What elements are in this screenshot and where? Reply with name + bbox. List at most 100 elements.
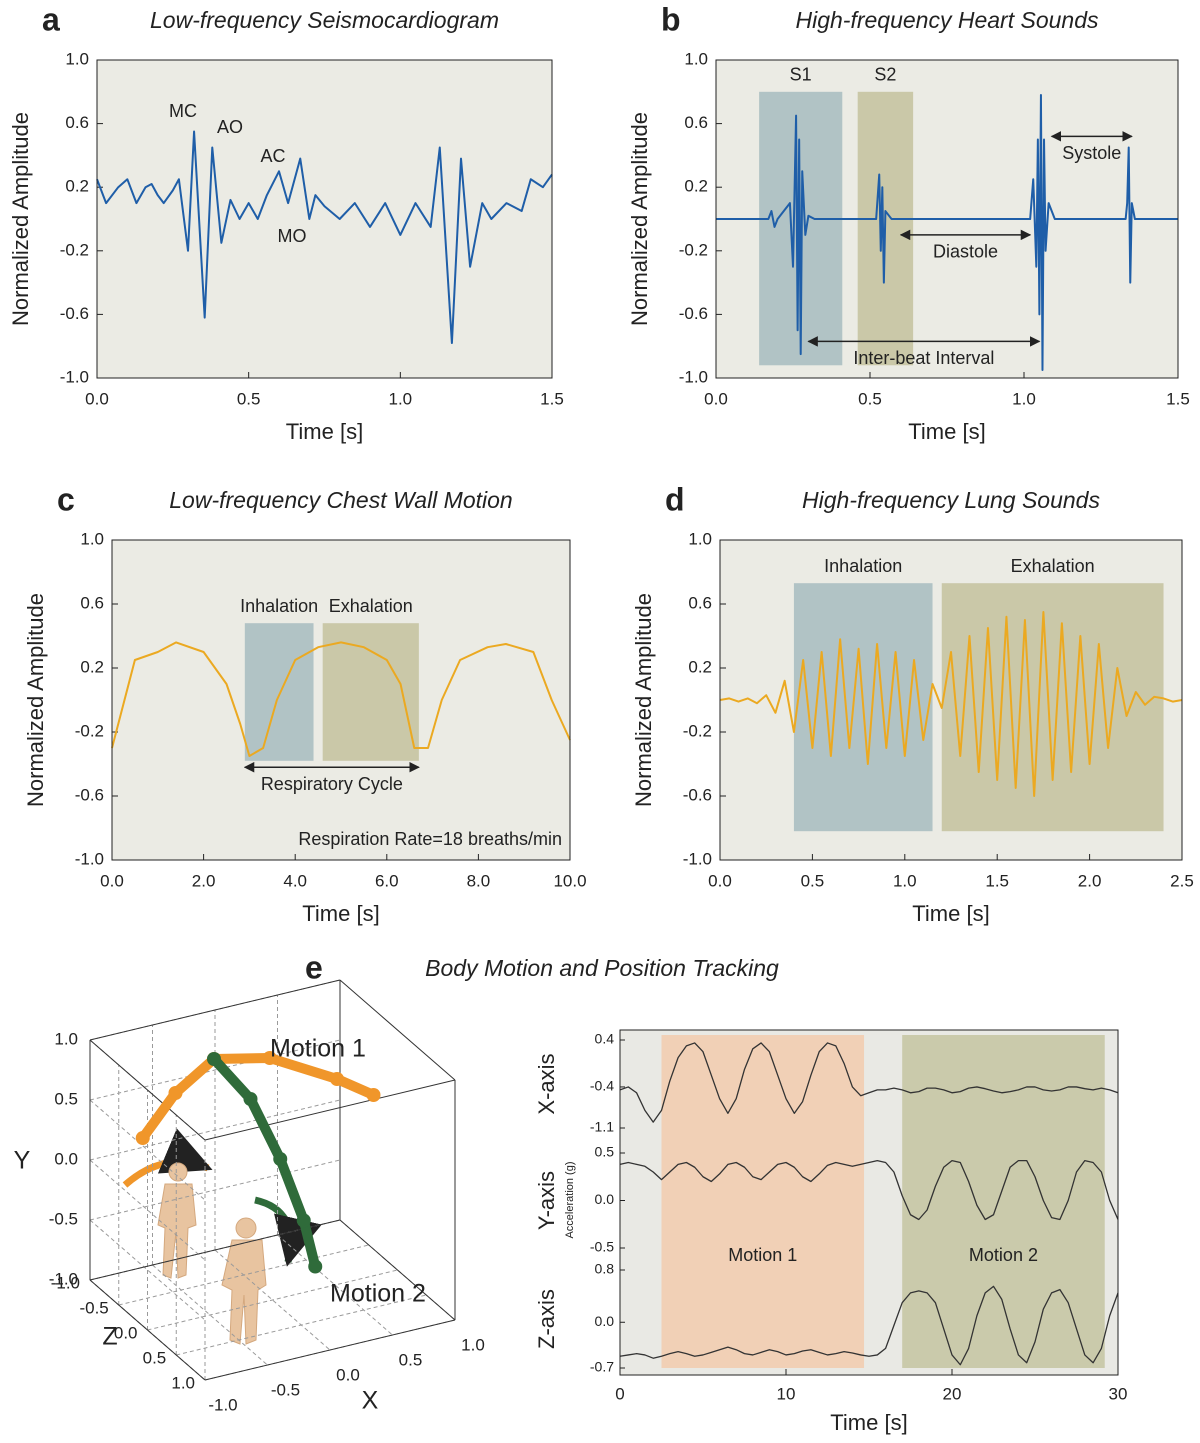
x-tick-label: 1.0 (893, 871, 917, 890)
trajectory-point (296, 1213, 311, 1228)
x-axis-label: Time [s] (302, 901, 379, 926)
signal-line (619, 1042, 1119, 1123)
x-tick-label: 0.5 (801, 871, 825, 890)
y-tick-label: -0.2 (60, 240, 89, 259)
trajectory-point (135, 1131, 150, 1145)
y-axis-label: Normalized Amplitude (627, 112, 652, 326)
grid-line (118, 1244, 369, 1306)
y-tick-label: 0.6 (65, 113, 89, 132)
x-tick-label: 0.0 (336, 1365, 360, 1384)
trajectory-point (366, 1088, 381, 1102)
y-tick-label: -0.7 (590, 1359, 614, 1375)
plot-frame (111, 539, 571, 861)
z-tick-label: 1.0 (171, 1373, 195, 1392)
arrow-label: Diastole (933, 242, 998, 262)
y-tick-label: 0.0 (595, 1191, 615, 1207)
x-tick-label: 6.0 (375, 871, 399, 890)
grid-line (214, 1249, 331, 1351)
x-tick-label: 10.0 (553, 871, 586, 890)
x-tick-label: 0.5 (237, 389, 261, 408)
region-label: Motion 1 (728, 1245, 797, 1265)
region-label: Inhalation (824, 556, 902, 576)
y-tick-label: 0.2 (684, 177, 708, 196)
y-tick-label: 1.0 (688, 529, 712, 548)
x-tick-label: 0.5 (858, 389, 882, 408)
x-tick-label: 1.0 (461, 1335, 485, 1354)
y-tick-label: 0.4 (595, 1031, 615, 1047)
y-tick-label: -1.0 (60, 367, 89, 386)
y-tick-label: 1.0 (54, 1029, 78, 1048)
grid-line (89, 1039, 341, 1101)
x-tick-label: 1.5 (985, 871, 1009, 890)
grid-line (147, 1269, 398, 1331)
y-tick-label: 0.2 (80, 657, 104, 676)
x-tick-label: 8.0 (467, 871, 491, 890)
grid-line (89, 1219, 206, 1321)
chart-title: Low-frequency Seismocardiogram (150, 7, 499, 33)
signal-line (111, 641, 571, 757)
signal-line (619, 1159, 1119, 1221)
y-axis-label: Acceleration (g) (564, 1161, 576, 1238)
signal-line (96, 130, 553, 345)
arrow-label: Systole (1062, 143, 1121, 163)
x-tick-label: -0.5 (271, 1380, 300, 1399)
grid-line (152, 1264, 268, 1366)
y-tick-label: 0.6 (688, 593, 712, 612)
y-tick-label: 1.0 (80, 529, 104, 548)
trajectory-point (168, 1086, 183, 1100)
x-tick-label: 0.0 (85, 389, 109, 408)
x-tick-label: 1.0 (1012, 389, 1036, 408)
grid-line (89, 1159, 341, 1221)
x-tick-label: 4.0 (283, 871, 307, 890)
signal-line (619, 1285, 1119, 1366)
box-edge (204, 1319, 456, 1381)
box-edge (89, 1039, 206, 1141)
panel-label: b (661, 1, 681, 37)
box-edge (89, 979, 341, 1041)
shaded-region (902, 1035, 1105, 1368)
panel-label: a (42, 1, 60, 37)
chart-title: High-frequency Heart Sounds (796, 7, 1099, 33)
x-axis-label: Time [s] (286, 419, 363, 444)
y-tick-label: -0.4 (590, 1078, 614, 1094)
plot-frame (715, 59, 1179, 379)
shaded-region (244, 623, 314, 761)
z-tick-label: 0.5 (143, 1348, 167, 1367)
y-tick-label: 0.2 (65, 177, 89, 196)
z-tick-label: -1.0 (51, 1273, 80, 1292)
y-tick-label: -1.0 (49, 1269, 78, 1288)
x-axis-label: X (362, 1387, 379, 1415)
x-tick-label: -1.0 (208, 1395, 237, 1414)
series-label: X-axis (534, 1053, 559, 1114)
y-tick-label: 0.6 (80, 593, 104, 612)
grid-line (89, 1159, 206, 1261)
y-tick-label: -0.2 (75, 721, 104, 740)
plot-frame (96, 59, 553, 379)
panel-label: c (57, 481, 75, 517)
x-axis-label: Time [s] (830, 1410, 907, 1435)
region-label: Inhalation (240, 596, 318, 616)
series-label: Motion 2 (330, 1280, 426, 1308)
x-tick-label: 1.5 (540, 389, 564, 408)
region-label: Motion 2 (969, 1245, 1038, 1265)
x-tick-label: 0 (615, 1384, 624, 1403)
arrow-label: Respiratory Cycle (261, 774, 403, 794)
x-tick-label: 0.0 (704, 389, 728, 408)
point-label: MC (169, 101, 197, 121)
y-tick-label: -0.2 (679, 240, 708, 259)
x-tick-label: 0.0 (708, 871, 732, 890)
x-tick-label: 1.0 (389, 389, 413, 408)
note: Respiration Rate=18 breaths/min (298, 829, 562, 849)
y-tick-label: -0.6 (75, 785, 104, 804)
z-tick-label: -0.5 (79, 1298, 108, 1317)
box-edge (339, 1219, 456, 1321)
plot-frame (719, 539, 1183, 861)
box-edge (204, 1079, 456, 1141)
x-tick-label: 10 (777, 1384, 796, 1403)
panel-label: d (665, 481, 685, 517)
trajectory (209, 1054, 321, 1272)
plot-background (97, 60, 552, 378)
box-edge (89, 1279, 206, 1381)
illustration (122, 1128, 322, 1345)
trajectory-point (273, 1152, 288, 1166)
